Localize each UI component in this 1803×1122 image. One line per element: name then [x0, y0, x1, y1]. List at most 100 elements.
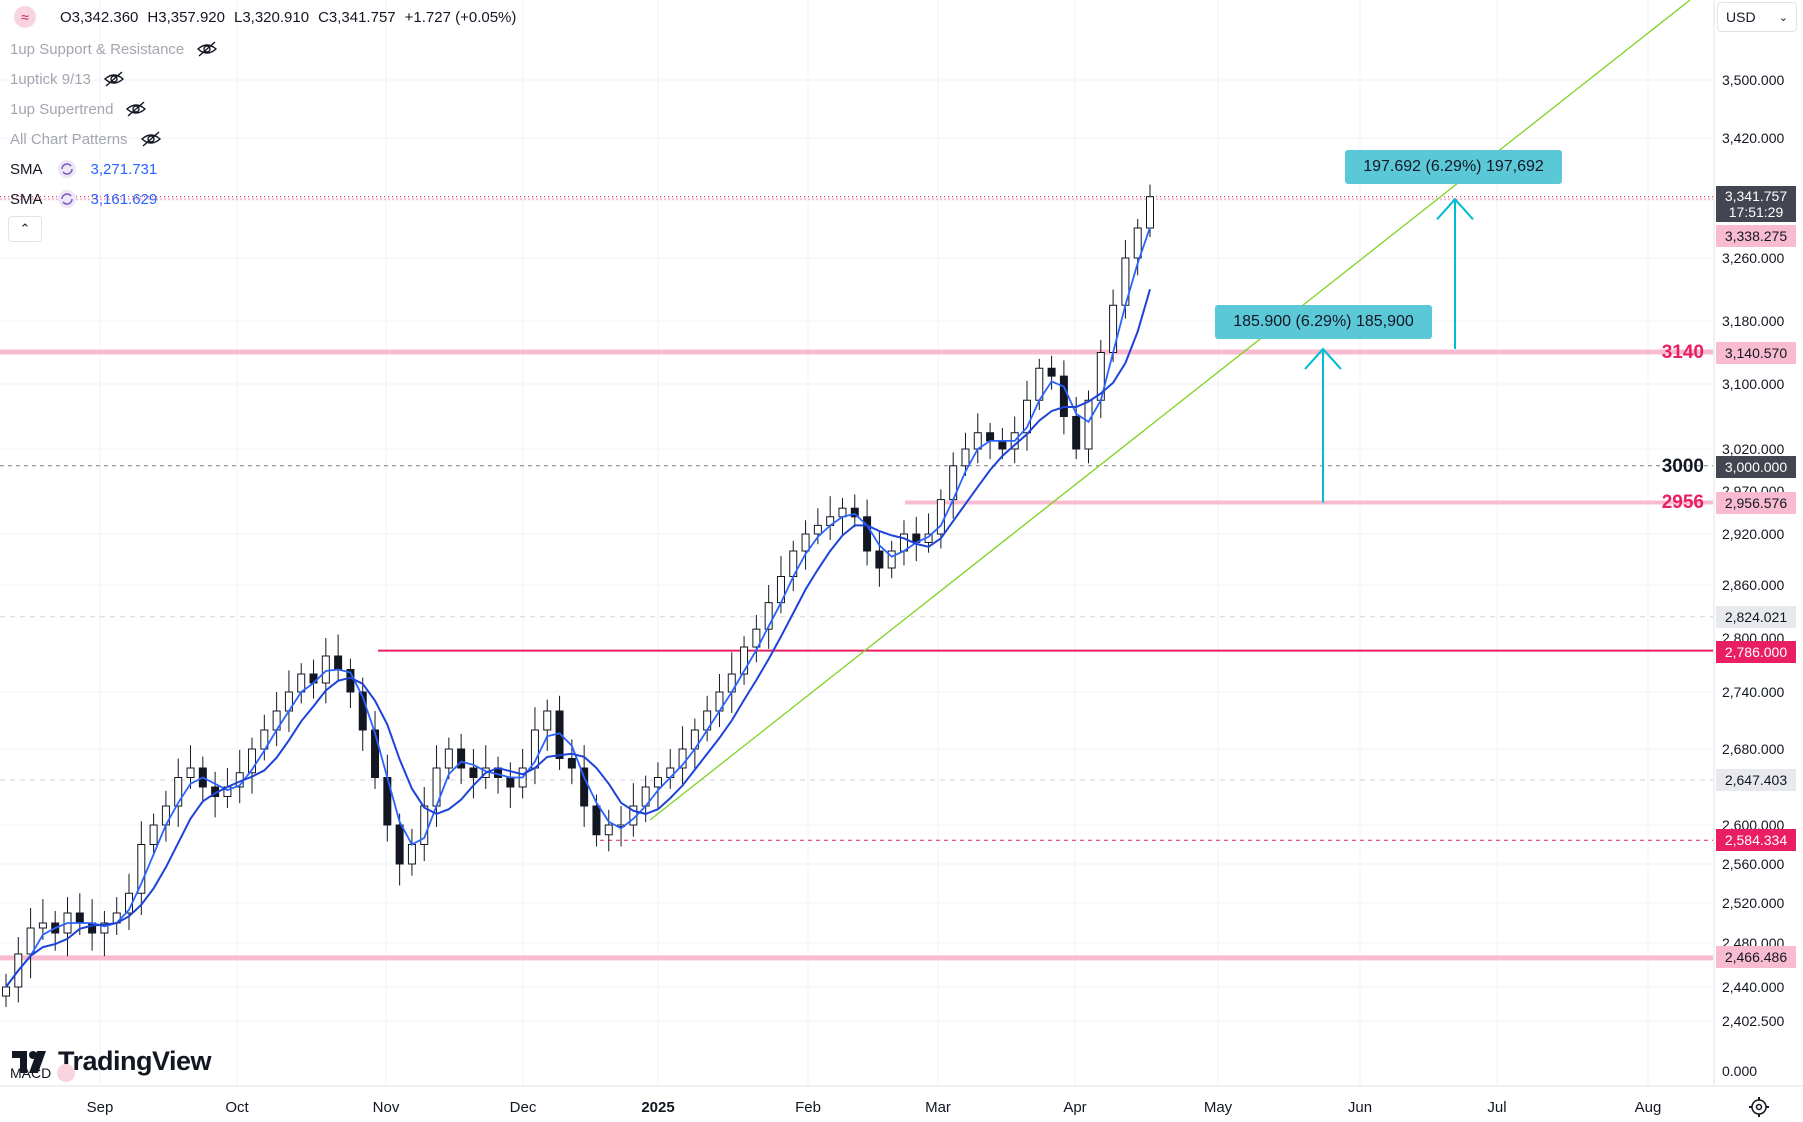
candle-body — [248, 748, 257, 774]
refresh-icon[interactable] — [57, 189, 77, 209]
countdown-timer: 17:51:29 — [1728, 204, 1784, 220]
price-scale-label: 3,500.000 — [1722, 72, 1785, 88]
eye-hidden-icon[interactable] — [103, 71, 125, 87]
price-tag: 2,584.334 — [1716, 829, 1796, 851]
candle-body — [444, 748, 453, 769]
time-axis-label: Aug — [1634, 1099, 1662, 1116]
collapse-legend-button[interactable]: ⌃ — [8, 216, 42, 242]
sma-value: 3,161.629 — [90, 190, 158, 208]
price-scale-label: 2,740.000 — [1722, 684, 1785, 700]
price-tag: 3,140.570 — [1716, 342, 1796, 364]
gear-icon[interactable] — [1748, 1096, 1770, 1118]
eye-hidden-icon[interactable] — [125, 101, 147, 117]
candle-body — [395, 824, 404, 865]
price-scale-label: 2,520.000 — [1722, 895, 1785, 911]
level-label: 3140 — [1661, 342, 1704, 363]
time-axis-label: Apr — [1063, 1099, 1087, 1116]
legend-indicator-row[interactable]: 1uptick 9/13 — [10, 64, 218, 94]
brand-name: TradingView — [58, 1046, 212, 1076]
macd-status-icon — [57, 1064, 76, 1082]
legend-indicator-row[interactable]: 1up Supertrend — [10, 94, 218, 124]
price-tag-value: 2,466.486 — [1724, 949, 1788, 965]
price-tag-value: 3,140.570 — [1724, 345, 1788, 361]
price-tag-value: 2,956.576 — [1724, 495, 1788, 511]
measure-arrow-1-head — [1304, 347, 1342, 370]
time-axis-label: Oct — [225, 1099, 249, 1116]
candle-body — [764, 602, 773, 630]
price-scale-label: 2,860.000 — [1722, 577, 1785, 593]
candle-body — [1047, 367, 1056, 377]
candle-body — [863, 516, 872, 552]
candle-body — [1072, 416, 1081, 450]
symbol-logo-icon[interactable]: ≈ — [14, 6, 36, 28]
candle-body — [875, 550, 884, 569]
time-axis-label: 2025 — [641, 1099, 675, 1116]
legend-sma-row[interactable]: SMA 3,271.731 — [10, 154, 218, 184]
time-axis-label: Feb — [795, 1099, 821, 1116]
indicator-name: 1uptick 9/13 — [10, 70, 91, 88]
indicator-name: All Chart Patterns — [10, 130, 128, 148]
legend-indicator-row[interactable]: All Chart Patterns — [10, 124, 218, 154]
low-value: L3,320.910 — [233, 8, 310, 26]
price-tag-value: 2,647.403 — [1724, 772, 1788, 788]
sma-fast-line — [5, 227, 1151, 988]
sma-value: 3,271.731 — [90, 160, 158, 178]
legend-indicator-row[interactable]: 1up Support & Resistance — [10, 34, 218, 64]
candle-body — [813, 524, 822, 535]
price-scale-label: 2,680.000 — [1722, 741, 1785, 757]
ohlc-header: ≈ O3,342.360 H3,357.920 L3,320.910 C3,34… — [14, 6, 525, 28]
eye-hidden-icon[interactable] — [196, 41, 218, 57]
price-tag: 2,824.021 — [1716, 606, 1796, 628]
legend-sma-row[interactable]: SMA 3,161.629 — [10, 184, 218, 214]
tradingview-logo: TradingView — [12, 1046, 212, 1077]
price-tag-value: 3,341.757 — [1724, 188, 1788, 204]
sma-label: SMA — [10, 190, 43, 208]
macd-legend[interactable]: MACD — [10, 1064, 76, 1082]
time-axis-label: Dec — [509, 1099, 537, 1116]
candle-body — [986, 432, 995, 442]
price-tag: 2,466.486 — [1716, 946, 1796, 968]
price-scale-label: 2,560.000 — [1722, 856, 1785, 872]
sma-slow-line — [5, 289, 1151, 988]
candle-body — [321, 655, 330, 684]
price-scale-label: 3,260.000 — [1722, 250, 1785, 266]
currency-select[interactable]: USD ⌄ — [1717, 2, 1797, 32]
candle-body — [174, 777, 183, 807]
price-tag: 2,647.403 — [1716, 769, 1796, 791]
candle-body — [137, 844, 146, 894]
candle-body — [850, 507, 859, 518]
eye-hidden-icon[interactable] — [140, 131, 162, 147]
candle-body — [653, 777, 662, 788]
sma-label: SMA — [10, 160, 43, 178]
measure-arrow-2-head — [1436, 197, 1474, 220]
candle-body — [186, 767, 195, 778]
candle-body — [604, 824, 613, 836]
candle-body — [26, 927, 35, 955]
price-tag-value: 3,338.275 — [1724, 228, 1788, 244]
measure-box: 197.692 (6.29%) 197,692 — [1345, 150, 1562, 184]
refresh-icon[interactable] — [57, 159, 77, 179]
price-scale-label: 2,920.000 — [1722, 526, 1785, 542]
candle-body — [580, 767, 589, 807]
high-value: H3,357.920 — [147, 8, 225, 26]
candle-body — [543, 710, 552, 731]
level-label: 3000 — [1661, 456, 1704, 477]
candle-body — [1133, 227, 1142, 259]
candle-body — [469, 767, 478, 778]
candle-body — [740, 646, 749, 675]
candle-body — [149, 824, 158, 845]
chevron-up-icon: ⌃ — [19, 221, 31, 236]
candle-body — [887, 550, 896, 569]
price-tag-value: 3,000.000 — [1724, 459, 1788, 475]
price-scale-label: 3,020.000 — [1722, 441, 1785, 457]
price-tag-value: 2,786.000 — [1724, 644, 1788, 660]
time-axis-label: Jul — [1487, 1099, 1507, 1116]
candle-body — [100, 922, 109, 934]
candle-body — [358, 691, 367, 731]
candle-body — [371, 729, 380, 778]
macd-label: MACD — [10, 1065, 52, 1081]
candle-body — [506, 777, 515, 788]
candle-body — [801, 533, 810, 552]
time-axis-label: Sep — [86, 1099, 114, 1116]
